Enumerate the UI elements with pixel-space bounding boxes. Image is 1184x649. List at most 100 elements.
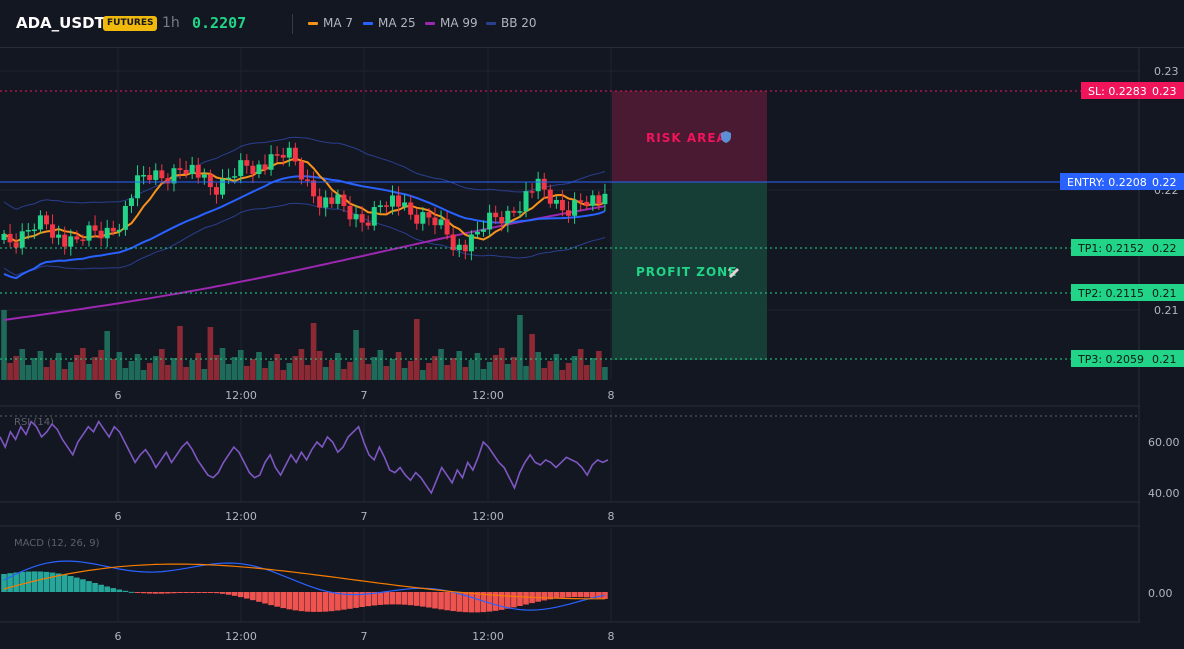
candle[interactable] [462, 239, 468, 260]
candle[interactable] [389, 185, 395, 215]
candle[interactable] [256, 160, 262, 179]
candle[interactable] [292, 142, 298, 166]
candle[interactable] [420, 207, 426, 231]
candle[interactable] [195, 157, 201, 184]
candle[interactable] [584, 195, 590, 210]
candle[interactable] [408, 195, 414, 220]
candle[interactable] [25, 223, 31, 240]
candle[interactable] [541, 172, 547, 199]
candle[interactable] [438, 210, 444, 230]
candle[interactable] [274, 146, 280, 162]
candle[interactable] [444, 211, 450, 240]
candle[interactable] [298, 157, 304, 185]
candle[interactable] [566, 201, 572, 223]
candle[interactable] [359, 206, 365, 232]
candle[interactable] [189, 156, 195, 179]
interval-button[interactable]: 1h [162, 15, 180, 31]
candle[interactable] [1, 229, 7, 244]
candle[interactable] [19, 223, 25, 255]
candle[interactable] [159, 164, 165, 185]
candle[interactable] [305, 169, 310, 187]
candle[interactable] [474, 221, 480, 239]
tp1-tag[interactable]: TP1: 0.2152 0.22 [1071, 239, 1184, 256]
candle[interactable] [523, 182, 529, 218]
candle[interactable] [553, 195, 559, 209]
candle[interactable] [50, 214, 56, 244]
tp2-tag[interactable]: TP2: 0.2115 0.21 [1071, 284, 1184, 301]
candle[interactable] [347, 195, 353, 227]
candle[interactable] [529, 183, 535, 199]
candle[interactable] [317, 188, 323, 216]
candle[interactable] [481, 220, 487, 237]
candle[interactable] [487, 204, 493, 236]
candle[interactable] [116, 223, 122, 237]
candle[interactable] [383, 201, 389, 214]
candle[interactable] [396, 186, 402, 216]
candle[interactable] [135, 165, 141, 207]
candle[interactable] [177, 158, 183, 179]
candle[interactable] [244, 154, 250, 174]
candle[interactable] [590, 190, 596, 211]
candle[interactable] [122, 200, 128, 236]
candle[interactable] [365, 215, 371, 230]
candle[interactable] [98, 221, 104, 247]
candle[interactable] [535, 171, 541, 200]
candle[interactable] [517, 201, 523, 218]
candle[interactable] [450, 227, 456, 257]
candle[interactable] [13, 233, 19, 254]
candle[interactable] [371, 201, 377, 231]
candle[interactable] [68, 229, 74, 256]
candle[interactable] [559, 189, 565, 217]
candle[interactable] [493, 205, 499, 225]
candle[interactable] [74, 230, 80, 244]
candle[interactable] [505, 205, 511, 233]
candle[interactable] [7, 223, 13, 248]
candle[interactable] [402, 194, 408, 211]
candle[interactable] [547, 184, 553, 208]
candle[interactable] [92, 215, 98, 238]
candle[interactable] [56, 225, 62, 245]
candle[interactable] [238, 153, 244, 184]
legend-bb20[interactable]: BB 20 [486, 16, 537, 30]
candle[interactable] [353, 205, 359, 228]
candle[interactable] [596, 191, 602, 211]
candle[interactable] [280, 147, 286, 166]
candle[interactable] [110, 220, 116, 236]
candle[interactable] [311, 171, 317, 204]
candle[interactable] [511, 206, 517, 217]
candle[interactable] [268, 145, 274, 176]
profit-zone[interactable] [612, 182, 767, 360]
legend-ma7[interactable]: MA 7 [308, 16, 353, 30]
candle[interactable] [220, 169, 226, 199]
candle[interactable] [578, 193, 584, 211]
candle[interactable] [128, 194, 134, 213]
candle[interactable] [141, 166, 147, 185]
candle[interactable] [335, 189, 341, 209]
candle[interactable] [37, 210, 43, 234]
candle[interactable] [213, 183, 219, 204]
legend-ma25[interactable]: MA 25 [363, 16, 416, 30]
candle[interactable] [572, 192, 578, 224]
candlesticks[interactable] [1, 141, 608, 261]
candle[interactable] [250, 160, 256, 184]
symbol-name[interactable]: ADA_USDT [16, 14, 105, 32]
candle[interactable] [86, 221, 92, 247]
candle[interactable] [104, 219, 110, 248]
candle[interactable] [147, 167, 153, 184]
candle[interactable] [468, 230, 474, 261]
candle[interactable] [426, 208, 432, 226]
sl-tag[interactable]: SL: 0.2283 0.23 [1081, 82, 1184, 99]
candle[interactable] [456, 238, 462, 258]
candle[interactable] [414, 208, 420, 230]
candle[interactable] [329, 191, 335, 208]
candle[interactable] [286, 141, 292, 167]
candle[interactable] [323, 190, 329, 217]
legend-ma99[interactable]: MA 99 [425, 16, 478, 30]
candle[interactable] [432, 207, 438, 235]
candle[interactable] [153, 163, 159, 185]
candle[interactable] [171, 164, 177, 192]
candle[interactable] [602, 183, 608, 212]
candle[interactable] [43, 211, 49, 230]
candle[interactable] [62, 226, 68, 255]
